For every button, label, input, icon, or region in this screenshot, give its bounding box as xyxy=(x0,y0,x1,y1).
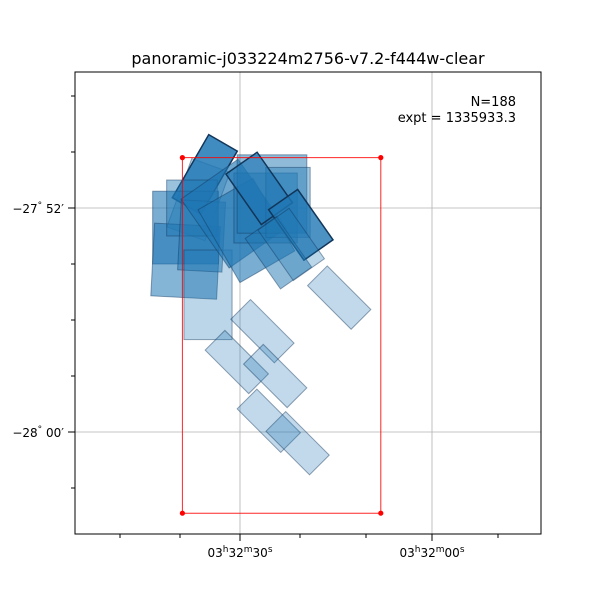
footprint-14 xyxy=(244,215,313,290)
axes-frame xyxy=(74,71,542,535)
region-box-corner-0 xyxy=(179,155,185,161)
x-tick-label-0: 03h32m30s xyxy=(207,545,272,560)
footprint-20 xyxy=(236,388,302,454)
ticks: 03h32m30s 03h32m00s −27° 52′ −28° 00′ xyxy=(12,95,499,560)
chart-title: panoramic-j033224m2756-v7.2-f444w-clear xyxy=(131,49,485,68)
y-tick-label-1: −28° 00′ xyxy=(12,425,64,440)
region-box-corner-1 xyxy=(378,155,384,161)
region-box-corner-2 xyxy=(378,510,384,516)
footprint-17 xyxy=(230,298,295,364)
footprint-18 xyxy=(204,329,270,395)
footprint-6 xyxy=(183,249,233,341)
annotation-exposure: expt = 1335933.3 xyxy=(398,111,516,126)
region-box-corner-3 xyxy=(179,510,185,516)
region-box-layer xyxy=(179,155,384,516)
footprint-19 xyxy=(242,343,308,409)
y-tick-label-0: −27° 52′ xyxy=(12,201,64,216)
annotation-count: N=188 xyxy=(471,95,516,110)
footprint-16 xyxy=(306,265,372,330)
footprint-15 xyxy=(257,207,326,282)
x-tick-label-1: 03h32m00s xyxy=(399,545,464,560)
footprint-layer xyxy=(150,133,372,476)
footprint-21 xyxy=(265,410,330,476)
